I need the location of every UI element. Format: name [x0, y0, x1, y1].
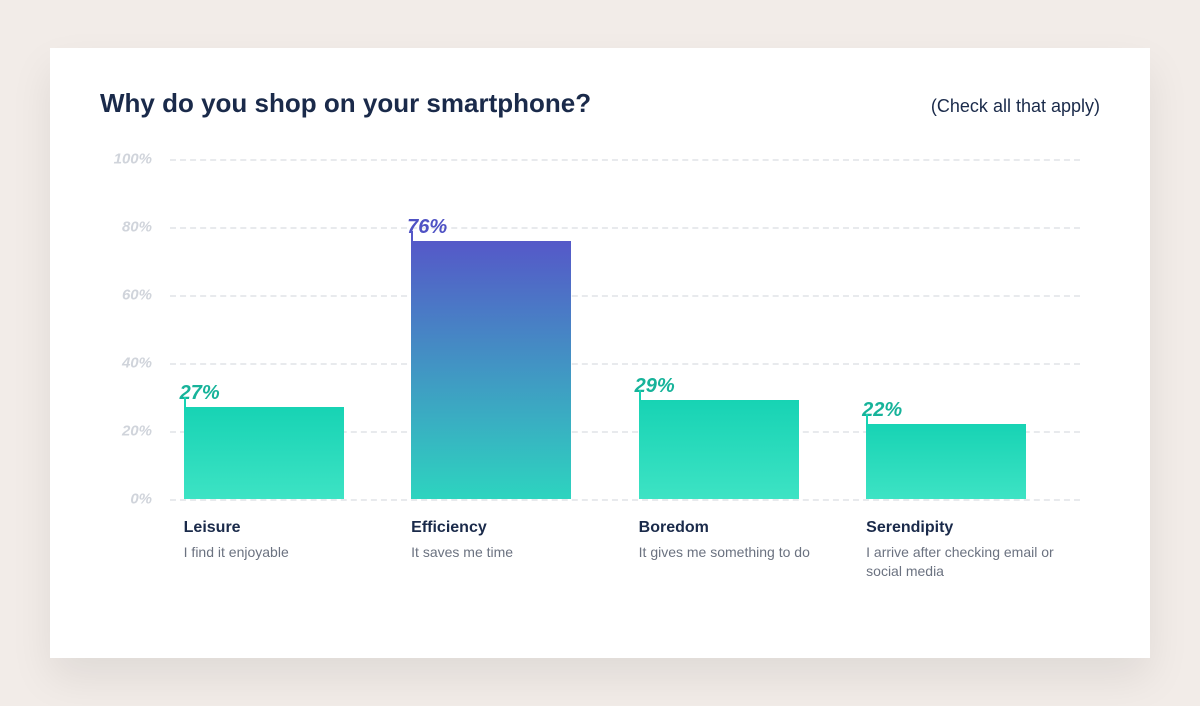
bar-tick	[639, 390, 641, 400]
bar	[411, 241, 571, 499]
bar	[184, 407, 344, 499]
bar-tick	[411, 231, 413, 241]
x-category-desc: It gives me something to do	[639, 543, 829, 562]
bar-value-label: 27%	[180, 382, 220, 405]
x-category-desc: I arrive after checking email or social …	[866, 543, 1056, 581]
bar-column: 76%	[411, 216, 611, 499]
y-tick-label: 20%	[122, 423, 152, 440]
x-category-label: Efficiency	[411, 519, 601, 537]
bar-value-label: 22%	[862, 399, 902, 422]
x-label-column: Efficiency It saves me time	[411, 519, 611, 581]
bar	[639, 400, 799, 499]
bar-value-label: 76%	[407, 216, 447, 239]
bar-column: 29%	[639, 375, 839, 499]
bar-column: 22%	[866, 399, 1066, 499]
x-category-label: Leisure	[184, 519, 374, 537]
chart-header: Why do you shop on your smartphone? (Che…	[100, 88, 1100, 119]
bars-container: 27%76%29%22%	[170, 159, 1080, 499]
x-label-column: Boredom It gives me something to do	[639, 519, 839, 581]
x-category-desc: It saves me time	[411, 543, 601, 562]
chart-card: Why do you shop on your smartphone? (Che…	[50, 48, 1150, 658]
y-tick-label: 60%	[122, 287, 152, 304]
y-tick-label: 100%	[114, 151, 152, 168]
x-category-desc: I find it enjoyable	[184, 543, 374, 562]
x-axis-labels: Leisure I find it enjoyable Efficiency It s…	[170, 519, 1080, 581]
bar-value-label: 29%	[635, 375, 675, 398]
chart-subtitle: (Check all that apply)	[931, 96, 1100, 117]
bar-tick	[866, 414, 868, 424]
bar	[866, 424, 1026, 499]
bar-column: 27%	[184, 382, 384, 499]
bar-chart: 0%20%40%60%80%100% 27%76%29%22% LeisureI…	[100, 159, 1100, 579]
bar-tick	[184, 397, 186, 407]
x-label-column: Leisure I find it enjoyable	[184, 519, 384, 581]
x-category-label: Boredom	[639, 519, 829, 537]
x-label-column: Serendipity I arrive after checking email…	[866, 519, 1066, 581]
y-axis: 0%20%40%60%80%100%	[100, 159, 160, 499]
y-tick-label: 0%	[130, 491, 152, 508]
y-tick-label: 80%	[122, 219, 152, 236]
y-tick-label: 40%	[122, 355, 152, 372]
chart-title: Why do you shop on your smartphone?	[100, 88, 591, 119]
x-category-label: Serendipity	[866, 519, 1056, 537]
gridline	[170, 499, 1080, 501]
